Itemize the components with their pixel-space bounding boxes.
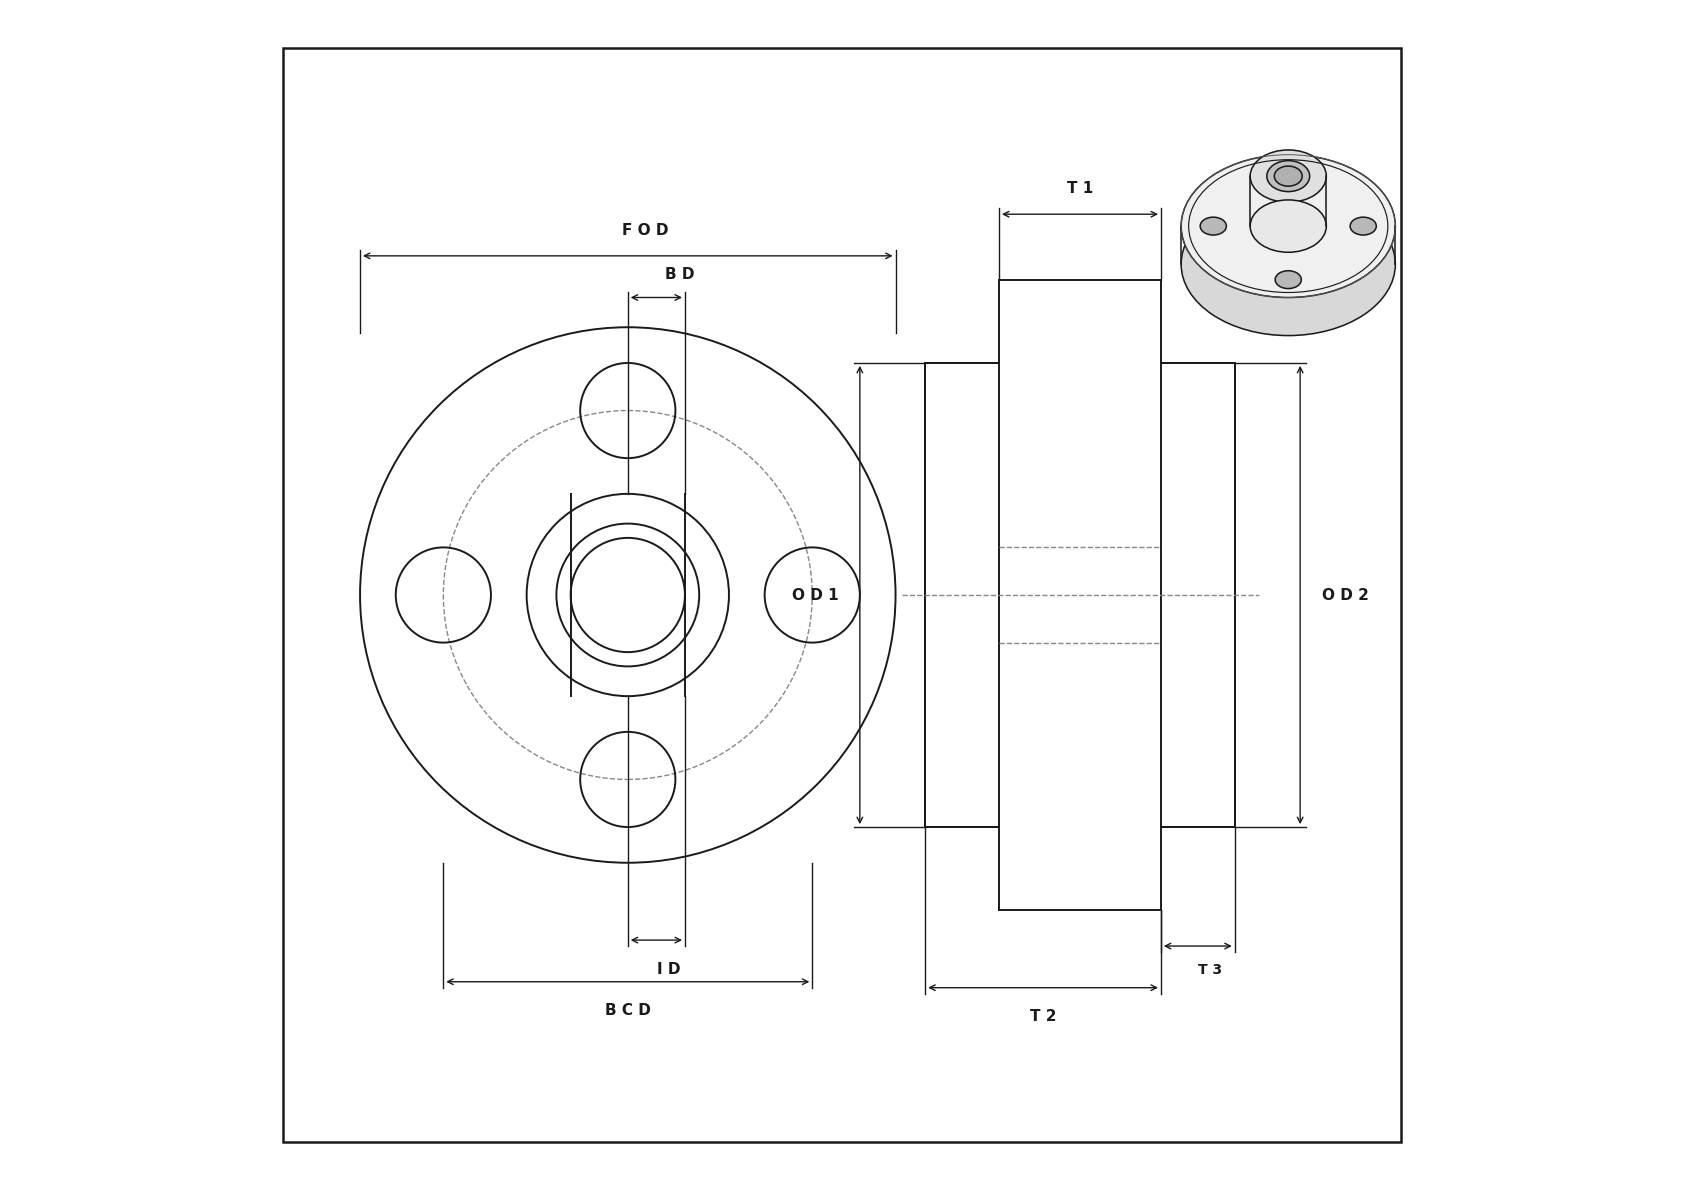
- Ellipse shape: [1201, 218, 1226, 236]
- Ellipse shape: [1275, 163, 1302, 181]
- Ellipse shape: [1250, 150, 1327, 202]
- Text: B D: B D: [665, 267, 695, 282]
- Text: T 3: T 3: [1197, 963, 1223, 977]
- Ellipse shape: [1275, 167, 1302, 186]
- Text: T 2: T 2: [1031, 1009, 1056, 1025]
- Ellipse shape: [1180, 155, 1396, 298]
- Text: O D 1: O D 1: [791, 588, 839, 602]
- Text: O D 2: O D 2: [1322, 588, 1369, 602]
- Ellipse shape: [1266, 161, 1310, 192]
- Text: I D: I D: [657, 962, 680, 977]
- Ellipse shape: [1275, 271, 1302, 289]
- Ellipse shape: [1351, 218, 1376, 236]
- Text: F O D: F O D: [623, 223, 669, 238]
- Text: T 1: T 1: [1068, 181, 1093, 196]
- Text: B C D: B C D: [605, 1003, 650, 1019]
- Ellipse shape: [1180, 193, 1396, 336]
- Ellipse shape: [1250, 200, 1327, 252]
